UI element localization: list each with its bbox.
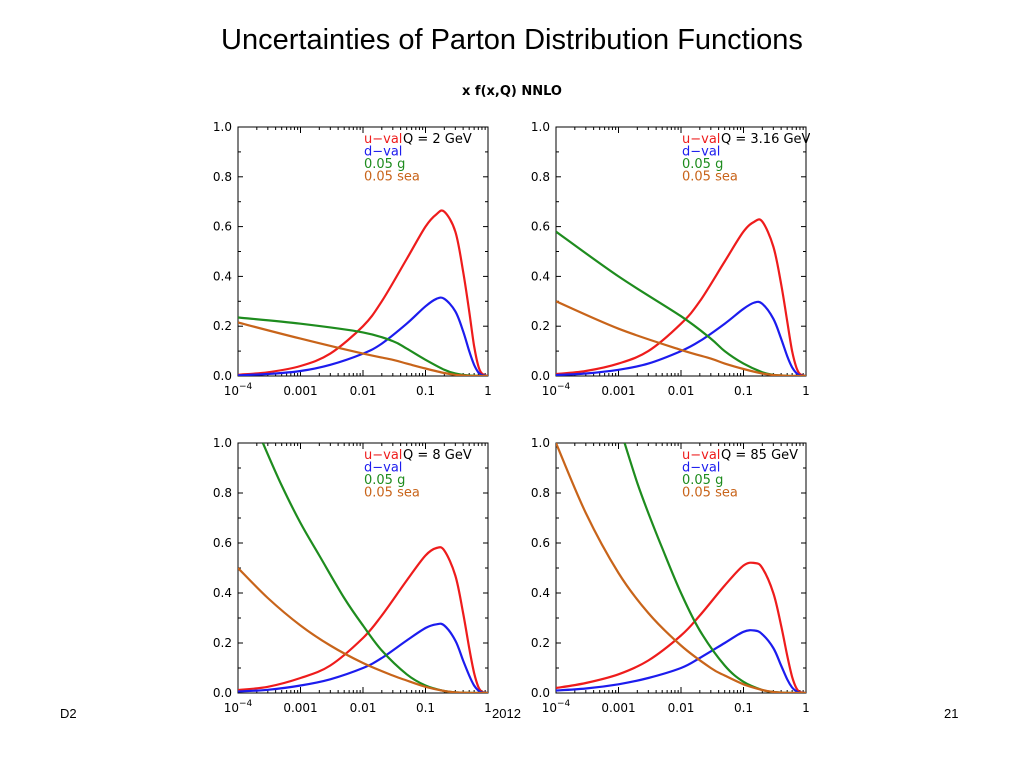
- x-tick-label: 0.001: [283, 384, 317, 398]
- y-tick-label: 0.2: [531, 319, 550, 333]
- x-tick-label: 0.01: [350, 384, 377, 398]
- legend-entry: 0.05 sea: [364, 170, 420, 185]
- footer-date: 2012: [492, 706, 521, 721]
- x-tick-label: 1: [484, 384, 492, 398]
- y-tick-label: 1.0: [213, 120, 232, 134]
- x-tick-label: 0.001: [601, 384, 635, 398]
- legend-entry: d−val: [364, 145, 402, 160]
- panel-1: 0.0 0.2 0.4 0.6 0.8 1.0 10−4 0.001 0.01 0.1 1 u−val…: [213, 120, 492, 398]
- y-tick-label: 0.8: [213, 486, 232, 500]
- series-line-d-val: [238, 296, 488, 376]
- panel-4: 0.0 0.2 0.4 0.6 0.8 1.0 10−4 0.001 0.01 0.1 1 u−val…: [531, 436, 810, 715]
- x-tick-label: 0.01: [668, 384, 695, 398]
- x-tick-label: 10−4: [224, 382, 253, 398]
- legend-entry: d−val: [682, 145, 720, 160]
- x-tick-label: 10−4: [542, 382, 571, 398]
- y-tick-label: 0.2: [531, 636, 550, 650]
- legend-entry: d−val: [682, 461, 720, 476]
- x-tick-label: 0.1: [416, 701, 435, 715]
- y-tick-label: 0.6: [531, 220, 550, 234]
- x-tick-label: 0.001: [283, 701, 317, 715]
- q-annotation: Q = 8 GeV: [403, 448, 472, 463]
- x-tick-label: 0.01: [350, 701, 377, 715]
- y-tick-label: 0.4: [531, 586, 550, 600]
- legend-entry: u−val: [364, 448, 402, 463]
- x-tick-label: 1: [802, 701, 810, 715]
- x-tick-label: 0.1: [734, 701, 753, 715]
- q-annotation: Q = 3.16 GeV: [721, 132, 811, 147]
- x-tick-label: 0.01: [668, 701, 695, 715]
- footer-left: D2: [60, 706, 77, 721]
- y-tick-label: 0.8: [531, 486, 550, 500]
- q-annotation: Q = 2 GeV: [403, 132, 472, 147]
- y-tick-label: 0.6: [213, 220, 232, 234]
- series-line-d-val: [556, 300, 806, 376]
- axes-frame: [555, 442, 807, 694]
- legend-entry: u−val: [682, 132, 720, 147]
- x-tick-label: 1: [802, 384, 810, 398]
- footer-page-number: 21: [944, 706, 959, 721]
- series-line-u-val: [238, 209, 488, 376]
- series-line-u-val: [556, 218, 806, 376]
- y-tick-label: 0.0: [531, 369, 550, 383]
- legend-entry: 0.05 g: [682, 473, 723, 488]
- series-line-0-05-sea: [238, 321, 488, 376]
- panel-2: 0.0 0.2 0.4 0.6 0.8 1.0 10−4 0.001 0.01 0.1 1 u−val…: [531, 120, 811, 398]
- axes-frame: [237, 442, 489, 694]
- series-line-0-05-sea: [238, 567, 488, 693]
- series-line-u-val: [238, 546, 488, 693]
- y-tick-label: 1.0: [531, 120, 550, 134]
- y-tick-label: 0.8: [213, 170, 232, 184]
- legend-entry: 0.05 g: [364, 157, 405, 172]
- legend-entry: 0.05 g: [364, 473, 405, 488]
- legend-entry: d−val: [364, 461, 402, 476]
- y-tick-label: 0.0: [531, 686, 550, 700]
- x-tick-label: 10−4: [542, 699, 571, 715]
- series-line-d-val: [556, 629, 806, 693]
- panel-3: 0.0 0.2 0.4 0.6 0.8 1.0 10−4 0.001 0.01 0.1 1 u−val…: [213, 436, 492, 715]
- series-line-0-05-sea: [556, 443, 806, 693]
- y-tick-label: 0.2: [213, 636, 232, 650]
- y-tick-label: 0.6: [531, 536, 550, 550]
- y-tick-label: 0.4: [531, 269, 550, 283]
- x-tick-label: 1: [484, 701, 492, 715]
- series-line-u-val: [556, 561, 806, 693]
- figure-title: x f(x,Q) NNLO: [462, 84, 562, 99]
- axes-frame: [237, 126, 489, 377]
- y-tick-label: 0.8: [531, 170, 550, 184]
- legend-entry: 0.05 sea: [682, 170, 738, 185]
- x-tick-label: 10−4: [224, 699, 253, 715]
- axes-frame: [555, 126, 807, 377]
- y-tick-label: 0.6: [213, 536, 232, 550]
- legend-entry: u−val: [364, 132, 402, 147]
- y-tick-label: 0.0: [213, 686, 232, 700]
- legend-entry: u−val: [682, 448, 720, 463]
- x-tick-label: 0.001: [601, 701, 635, 715]
- legend-entry: 0.05 sea: [682, 486, 738, 501]
- series-line-0-05-g: [556, 230, 806, 376]
- x-tick-label: 0.1: [734, 384, 753, 398]
- y-tick-label: 1.0: [213, 436, 232, 450]
- q-annotation: Q = 85 GeV: [721, 448, 798, 463]
- legend-entry: 0.05 sea: [364, 486, 420, 501]
- y-tick-label: 0.0: [213, 369, 232, 383]
- series-line-d-val: [238, 622, 488, 693]
- y-tick-label: 0.4: [213, 269, 232, 283]
- y-tick-label: 0.2: [213, 319, 232, 333]
- x-tick-label: 0.1: [416, 384, 435, 398]
- series-line-0-05-sea: [556, 300, 806, 376]
- slide-title: Uncertainties of Parton Distribution Fun…: [221, 24, 803, 56]
- legend-entry: 0.05 g: [682, 157, 723, 172]
- y-tick-label: 0.4: [213, 586, 232, 600]
- y-tick-label: 1.0: [531, 436, 550, 450]
